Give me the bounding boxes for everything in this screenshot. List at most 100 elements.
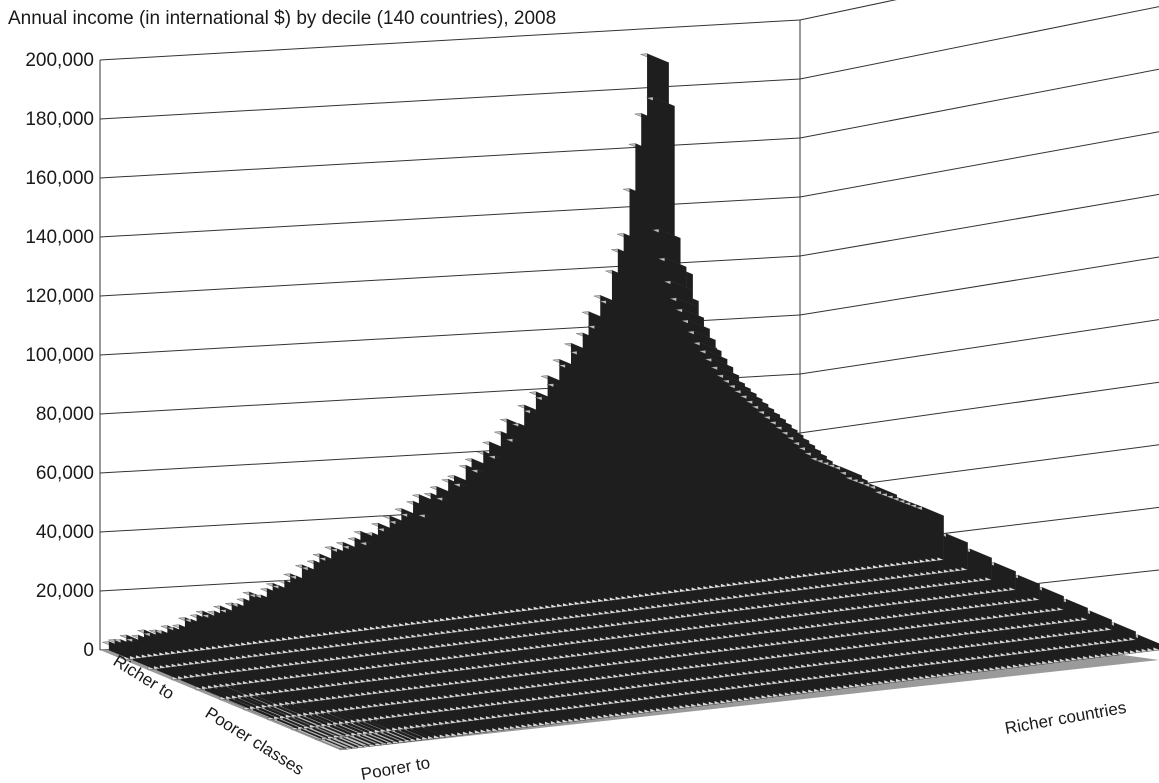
bar-side-face xyxy=(377,731,400,743)
bar-side-face xyxy=(300,728,323,740)
bar-side-face xyxy=(1090,610,1112,630)
bar-side-face xyxy=(257,679,280,693)
bar-side-face xyxy=(299,686,321,701)
bar-side-face xyxy=(400,727,423,740)
bar-side-face xyxy=(234,682,256,696)
bar-side-face xyxy=(994,562,1016,590)
grid-line-right xyxy=(799,0,897,21)
grid-line-right xyxy=(799,381,1159,434)
z-tick-label: 20,000 xyxy=(36,581,94,602)
bar-side-face xyxy=(1114,622,1136,640)
bar-side-face xyxy=(168,664,191,678)
bar-side-face xyxy=(258,693,280,706)
y-tick-labels: 0 20,000 40,000 60,000 80,000 100,000 120,000 1… xyxy=(25,50,94,661)
grid-line-right xyxy=(799,6,1159,80)
grid-line-left xyxy=(99,19,801,61)
bar-side-face xyxy=(156,665,179,680)
bar-side-face xyxy=(376,716,399,730)
bar-side-face xyxy=(264,706,287,718)
bar-side-face xyxy=(430,723,452,737)
bar-side-face xyxy=(946,533,968,570)
bar-side-face xyxy=(288,716,311,728)
bar-side-face xyxy=(323,711,346,724)
grid-line-right xyxy=(799,131,1159,198)
bar-side-face xyxy=(210,671,232,686)
bar-side-face xyxy=(210,685,233,699)
bar-side-face xyxy=(406,712,428,727)
bar-side-face xyxy=(1042,587,1064,610)
z-tick-label: 200,000 xyxy=(25,50,94,71)
bar-side-face xyxy=(258,706,281,719)
x-axis-label-end: Richer countries xyxy=(1003,698,1127,738)
bar-side-face xyxy=(335,709,357,723)
bar-side-face xyxy=(1066,599,1088,620)
bar-side-face xyxy=(299,700,322,714)
z-tick-label: 0 xyxy=(83,640,94,661)
bar-side-face xyxy=(306,714,328,726)
bar-side-face xyxy=(365,733,388,745)
bar-side-face xyxy=(1138,634,1159,650)
bar-side-face xyxy=(365,719,387,732)
z-tick-label: 160,000 xyxy=(25,168,94,189)
bar-side-face xyxy=(970,548,992,580)
bar-side-face xyxy=(317,712,340,725)
bar-side-face xyxy=(324,739,347,750)
bar-side-face xyxy=(347,707,369,721)
bar-side-face xyxy=(353,721,376,733)
bar-side-face xyxy=(424,724,446,738)
bar-side-face xyxy=(436,722,458,736)
bar-side-face xyxy=(251,679,274,694)
bar-side-face xyxy=(252,707,275,720)
bar-side-face xyxy=(400,713,422,728)
bar-side-face xyxy=(324,725,346,737)
bar-side-face xyxy=(281,689,304,703)
bar-side-face xyxy=(1018,575,1040,600)
bar-side-face xyxy=(341,722,364,735)
bar-side-face xyxy=(269,691,292,705)
bar-side-face xyxy=(341,708,363,722)
bar-side-face xyxy=(317,698,339,712)
bar-side-face xyxy=(180,676,203,690)
z-tick-label: 100,000 xyxy=(25,345,94,366)
bar-side-face xyxy=(192,674,215,688)
bar-side-face xyxy=(336,737,359,748)
bar-side-face xyxy=(348,736,370,747)
bar-side-face xyxy=(389,730,411,742)
bar-side-face xyxy=(453,720,476,734)
grid-line-right xyxy=(799,68,1159,139)
grid-line-left xyxy=(99,78,801,120)
bar-side-face xyxy=(240,695,263,708)
bar-side-face xyxy=(312,727,335,738)
bar-side-face xyxy=(330,724,352,736)
grid-line-right xyxy=(799,319,1159,375)
bar-side-face xyxy=(204,673,226,687)
bar-side-face xyxy=(293,687,315,702)
bar-side-face xyxy=(234,696,257,709)
bar-side-face xyxy=(204,687,227,700)
grid-line-right xyxy=(799,256,1159,316)
bar-side-face xyxy=(180,663,202,677)
grid-line-left xyxy=(99,196,801,238)
bar-side-face xyxy=(252,694,274,707)
bar-side-face xyxy=(394,713,417,728)
bar-side-face xyxy=(282,703,304,716)
z-tick-label: 60,000 xyxy=(36,463,94,484)
grid-line-left xyxy=(99,255,801,297)
z-tick-label: 180,000 xyxy=(25,109,94,130)
x-axis-label-start: Poorer to xyxy=(359,753,431,783)
bar-side-face xyxy=(300,715,322,727)
bar-side-face xyxy=(329,710,352,723)
z-tick-label: 80,000 xyxy=(36,404,94,425)
bar-side-face xyxy=(406,727,429,740)
bar-side-face xyxy=(221,670,244,685)
bar-side-face xyxy=(276,705,298,717)
bar-side-face xyxy=(245,680,268,695)
bar-side-face xyxy=(228,697,251,710)
bar-side-face xyxy=(186,675,209,689)
grid-line-left xyxy=(99,137,801,179)
grid-line-right xyxy=(799,193,1159,257)
bar-side-face xyxy=(276,718,299,730)
z-tick-label: 40,000 xyxy=(36,522,94,543)
bar-side-face xyxy=(354,735,376,746)
